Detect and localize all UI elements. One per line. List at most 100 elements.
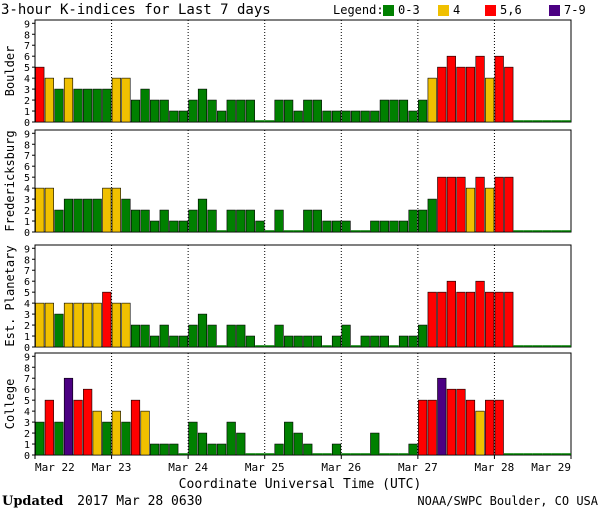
panel-frame bbox=[34, 129, 572, 233]
k-index-bar bbox=[35, 187, 45, 233]
k-index-bar bbox=[169, 220, 179, 233]
k-index-bar bbox=[54, 313, 64, 348]
k-index-bar bbox=[121, 77, 131, 123]
k-index-bar bbox=[130, 399, 141, 456]
y-tick-label: 9 bbox=[24, 19, 30, 30]
k-index-bar bbox=[207, 209, 217, 233]
k-index-bar bbox=[418, 99, 428, 123]
x-tick-label: Mar 23 bbox=[92, 461, 132, 474]
y-tick-label: 1 bbox=[24, 440, 30, 451]
k-index-bar bbox=[150, 220, 160, 233]
k-index-bar bbox=[140, 324, 150, 348]
k-index-bar bbox=[398, 335, 409, 348]
k-index-bar bbox=[44, 77, 54, 123]
k-index-bar bbox=[54, 421, 64, 456]
k-index-bar bbox=[150, 99, 160, 123]
k-index-bar bbox=[427, 198, 437, 233]
k-index-bar bbox=[312, 335, 322, 348]
legend-entry-label: 5,6 bbox=[500, 3, 522, 17]
k-index-bar bbox=[293, 110, 303, 123]
k-index-bar bbox=[475, 55, 485, 123]
k-index-bar bbox=[331, 335, 342, 348]
station-label: Est. Planetary bbox=[3, 245, 17, 346]
k-index-bar bbox=[456, 388, 466, 456]
k-index-bar bbox=[188, 421, 198, 456]
y-tick-label: 6 bbox=[24, 277, 30, 288]
k-index-bar bbox=[370, 432, 380, 456]
k-index-bar bbox=[73, 302, 83, 348]
k-index-bar bbox=[44, 187, 54, 233]
x-tick-label: Mar 29 bbox=[531, 461, 571, 474]
panel-frame bbox=[34, 244, 572, 348]
k-index-bar bbox=[121, 198, 131, 233]
y-tick-label: 2 bbox=[24, 96, 30, 107]
legend-entry-label: 4 bbox=[453, 3, 460, 17]
k-index-bar bbox=[341, 324, 351, 348]
k-index-bar bbox=[379, 335, 389, 348]
k-index-bar bbox=[73, 399, 83, 456]
k-index-bar bbox=[274, 324, 284, 348]
k-index-bar bbox=[111, 77, 121, 123]
k-index-bar bbox=[418, 399, 428, 456]
y-tick-label: 5 bbox=[24, 63, 30, 74]
k-index-bar bbox=[159, 209, 169, 233]
y-tick-label: 8 bbox=[24, 255, 30, 266]
k-index-bar bbox=[475, 176, 485, 233]
legend-swatch bbox=[549, 5, 560, 16]
k-index-bar bbox=[284, 335, 294, 348]
k-index-bar bbox=[63, 198, 74, 233]
k-index-bar bbox=[63, 77, 74, 123]
k-index-bar bbox=[408, 209, 418, 233]
y-tick-label: 2 bbox=[24, 206, 30, 217]
y-tick-label: 3 bbox=[24, 85, 30, 96]
legend-label: Legend: bbox=[333, 3, 384, 17]
k-index-bar bbox=[456, 66, 466, 123]
y-tick-label: 6 bbox=[24, 52, 30, 63]
k-index-bar bbox=[504, 291, 514, 348]
y-tick-label: 7 bbox=[24, 266, 30, 277]
legend-swatch bbox=[485, 5, 496, 16]
k-index-bar bbox=[35, 421, 45, 456]
k-index-bar bbox=[130, 99, 141, 123]
k-index-bar bbox=[236, 99, 246, 123]
y-tick-label: 0 bbox=[24, 228, 30, 239]
k-index-bar bbox=[360, 110, 370, 123]
k-index-bar bbox=[159, 99, 169, 123]
k-index-bar bbox=[102, 187, 112, 233]
k-index-bar bbox=[284, 421, 294, 456]
k-index-bar bbox=[140, 209, 150, 233]
legend-entry-label: 7-9 bbox=[564, 3, 586, 17]
y-tick-label: 4 bbox=[24, 299, 30, 310]
k-index-bar bbox=[226, 421, 236, 456]
k-index-bar bbox=[274, 209, 284, 233]
k-index-bar bbox=[494, 176, 504, 233]
k-index-bar bbox=[226, 99, 236, 123]
k-index-bar bbox=[494, 55, 504, 123]
station-label: Boulder bbox=[3, 46, 17, 97]
k-index-bar bbox=[73, 88, 83, 123]
x-tick-label: Mar 28 bbox=[475, 461, 515, 474]
y-tick-label: 5 bbox=[24, 396, 30, 407]
k-index-bar bbox=[236, 432, 246, 456]
k-index-bar bbox=[398, 99, 409, 123]
k-index-bar bbox=[226, 324, 236, 348]
k-index-bar bbox=[236, 209, 246, 233]
k-index-bar bbox=[92, 198, 102, 233]
k-index-bar bbox=[226, 209, 236, 233]
k-index-bar bbox=[360, 335, 370, 348]
k-index-bar bbox=[465, 399, 476, 456]
k-index-bar bbox=[169, 335, 179, 348]
k-index-bar bbox=[303, 99, 313, 123]
y-tick-label: 2 bbox=[24, 321, 30, 332]
k-index-bar bbox=[475, 410, 485, 456]
k-index-bar bbox=[437, 176, 447, 233]
y-tick-label: 1 bbox=[24, 107, 30, 118]
k-index-bar bbox=[54, 209, 64, 233]
k-index-bar bbox=[446, 176, 456, 233]
panel-frame bbox=[34, 352, 572, 456]
k-index-bar bbox=[83, 198, 93, 233]
k-index-bar bbox=[331, 443, 342, 456]
k-index-bar bbox=[102, 421, 112, 456]
k-index-bar bbox=[35, 66, 45, 123]
